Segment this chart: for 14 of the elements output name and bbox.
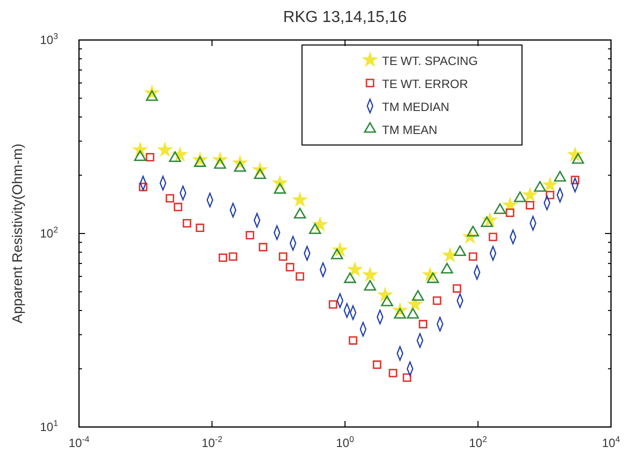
y-axis-title: Apparent Resistivity(Ohm-m) (9, 144, 25, 324)
x-tick-label: 10$^{0}$ (336, 434, 354, 450)
x-tick-label: 10$^{2}$ (468, 434, 488, 450)
chart-title: RKG 13,14,15,16 (283, 9, 407, 26)
x-tick-label: 10$^{4}$ (602, 434, 620, 450)
legend-label: TE WT. ERROR (382, 77, 468, 91)
x-tick-label: 10$^{-4}$ (68, 434, 90, 450)
legend-label: TM MEDIAN (382, 100, 450, 114)
y-tick-label: 10$^{3}$ (40, 31, 58, 47)
legend-label: TM MEAN (382, 123, 438, 137)
y-tick-label: 10$^{1}$ (40, 418, 58, 434)
legend-label: TE WT. SPACING (382, 54, 478, 68)
y-tick-label: 10$^{2}$ (40, 224, 58, 240)
x-tick-label: 10$^{-2}$ (202, 434, 223, 450)
